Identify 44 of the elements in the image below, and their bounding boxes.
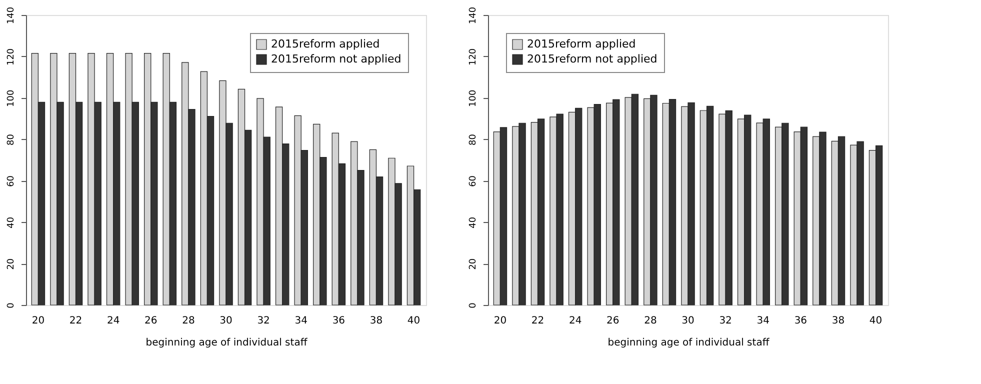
x-tick-label: 30: [682, 316, 694, 326]
y-tick-label: 0: [468, 302, 478, 308]
y-tick-label: 20: [468, 258, 478, 270]
y-tick-label: 120: [6, 48, 16, 66]
x-axis-title: beginning age of individual staff: [146, 338, 308, 348]
y-tick-label: 40: [468, 216, 478, 228]
y-tick-label: 140: [6, 6, 16, 24]
x-axis-title: beginning age of individual staff: [608, 338, 770, 348]
x-tick-label: 30: [220, 316, 232, 326]
x-tick-label: 26: [606, 316, 620, 326]
y-tick-label: 80: [6, 134, 16, 146]
x-tick-label: 36: [332, 316, 346, 326]
y-tick-label: 60: [6, 175, 16, 187]
y-tick-label: 140: [468, 6, 478, 24]
x-tick-label: 34: [294, 316, 308, 326]
x-tick-label: 28: [182, 316, 195, 326]
x-tick-label: 24: [568, 316, 582, 326]
x-tick-label: 32: [257, 316, 270, 326]
y-tick-label: 100: [6, 90, 16, 107]
y-tick-label: 40: [6, 216, 16, 228]
legend-label: 2015reform applied: [527, 38, 636, 50]
y-tick-label: 80: [468, 134, 478, 146]
x-tick-label: 34: [756, 316, 770, 326]
x-tick-label: 40: [869, 316, 882, 326]
legend-label: 2015reform not applied: [271, 52, 402, 66]
x-tick-label: 36: [794, 316, 808, 326]
y-tick-label: 20: [6, 258, 16, 270]
x-tick-label: 38: [832, 316, 845, 326]
x-tick-label: 40: [407, 316, 420, 326]
x-tick-label: 22: [69, 316, 82, 326]
y-tick-label: 0: [6, 302, 16, 308]
y-tick-label: 100: [468, 90, 478, 107]
x-tick-label: 20: [494, 316, 507, 326]
x-tick-label: 22: [531, 316, 544, 326]
x-tick-label: 38: [370, 316, 383, 326]
x-tick-label: 28: [644, 316, 657, 326]
y-tick-label: 120: [468, 48, 478, 66]
legend-label: 2015reform applied: [271, 38, 380, 50]
y-tick-label: 60: [468, 175, 478, 187]
x-tick-label: 24: [106, 316, 120, 326]
legend-label: 2015reform not applied: [527, 52, 658, 66]
x-tick-label: 32: [719, 316, 732, 326]
x-tick-label: 26: [144, 316, 158, 326]
x-tick-label: 20: [32, 316, 45, 326]
